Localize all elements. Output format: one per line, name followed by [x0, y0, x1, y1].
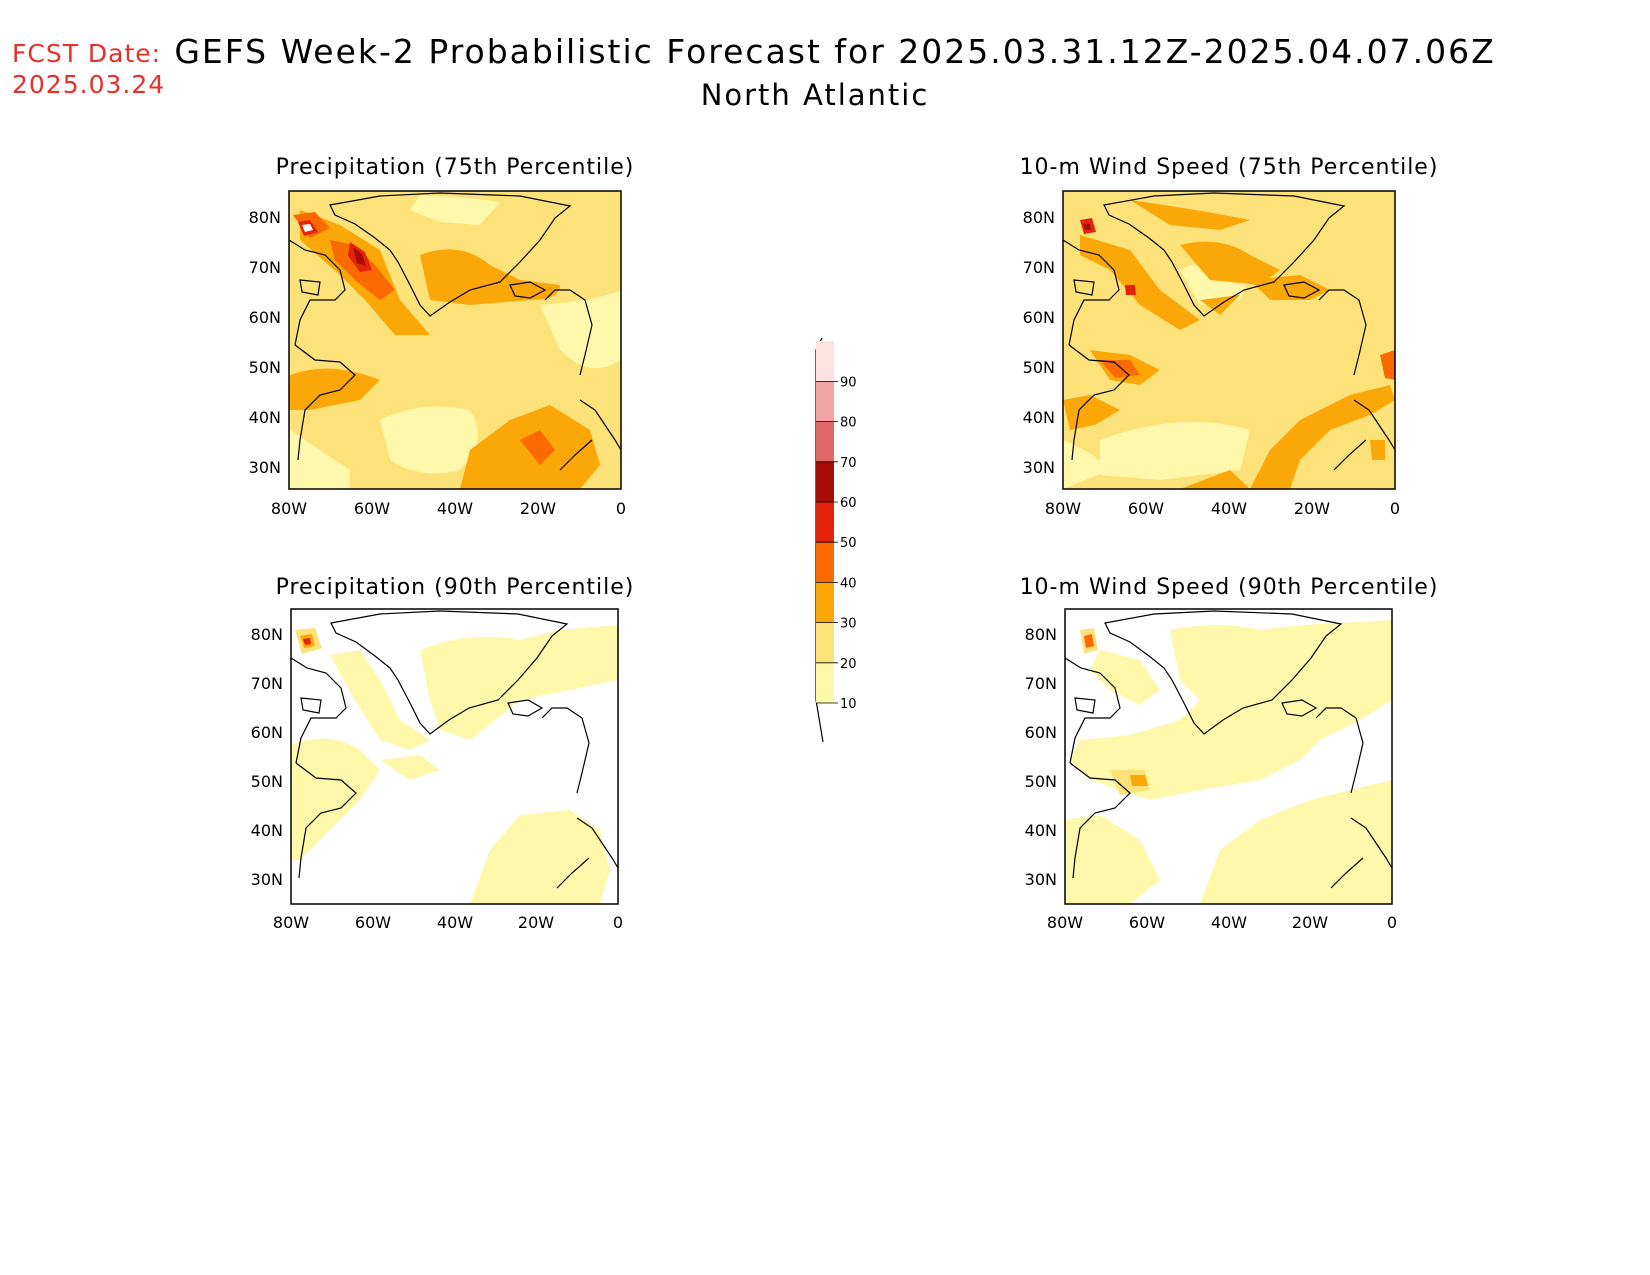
lat-tick-label: 40N — [251, 821, 283, 840]
lat-tick-label: 40N — [1023, 408, 1055, 427]
panel-title: Precipitation (75th Percentile) — [276, 155, 635, 180]
colorbar-level-label: 20 — [840, 657, 857, 672]
colorbar: 10 20 30 40 50 60 70 80 90 — [815, 337, 857, 743]
colorbar-labels: 10 20 30 40 50 60 70 80 90 — [816, 375, 857, 712]
colorbar-swatch — [816, 341, 834, 382]
lon-tick-label: 60W — [355, 913, 391, 932]
colorbar-level-label: 90 — [840, 375, 857, 390]
lat-tick-label: 30N — [1025, 870, 1057, 889]
lat-tick-label: 50N — [1023, 358, 1055, 377]
lat-tick-label: 80N — [249, 208, 281, 227]
colorbar-swatches — [816, 341, 834, 703]
forecast-date-label: FCST Date: — [12, 39, 162, 68]
colorbar-swatch — [816, 582, 834, 623]
coastlines — [1065, 610, 1392, 889]
panel-precip-75: Precipitation (75th Percentile) — [249, 155, 635, 518]
lat-tick-label: 60N — [251, 723, 283, 742]
coastlines — [289, 192, 621, 471]
panel-wind-90: 10-m Wind Speed (90th Percentile) 80N — [1020, 575, 1439, 932]
colorbar-swatch — [816, 381, 834, 422]
lon-tick-label: 20W — [518, 913, 554, 932]
colorbar-swatch — [816, 461, 834, 502]
lat-tick-label: 60N — [249, 308, 281, 327]
lon-tick-label: 60W — [1129, 913, 1165, 932]
lon-tick-label: 60W — [354, 499, 390, 518]
lon-ticks: 80W 60W 40W 20W 0 — [1045, 499, 1400, 518]
lat-tick-label: 80N — [1025, 625, 1057, 644]
colorbar-level-label: 60 — [840, 496, 857, 511]
map-frame — [288, 190, 622, 490]
lon-tick-label: 20W — [1292, 913, 1328, 932]
map-frame — [1062, 190, 1396, 490]
map-frame — [1064, 608, 1393, 905]
lat-tick-label: 40N — [1025, 821, 1057, 840]
colorbar-swatch — [816, 502, 834, 543]
colorbar-level-label: 10 — [840, 697, 857, 712]
colorbar-swatch — [816, 542, 834, 583]
lat-tick-label: 50N — [1025, 772, 1057, 791]
lat-tick-label: 30N — [249, 458, 281, 477]
lon-tick-label: 60W — [1128, 499, 1164, 518]
lon-tick-label: 40W — [437, 499, 473, 518]
lon-tick-label: 20W — [520, 499, 556, 518]
lat-ticks: 80N 70N 60N 50N 40N 30N — [251, 625, 283, 889]
contour-fill — [1065, 609, 1392, 904]
panel-title: 10-m Wind Speed (90th Percentile) — [1020, 575, 1439, 600]
lon-tick-label: 0 — [616, 499, 626, 518]
lat-tick-label: 70N — [1023, 258, 1055, 277]
panel-precip-90: Precipitation (90th Percentile) 80N 70N — [251, 575, 635, 932]
lat-ticks: 80N 70N 60N 50N 40N 30N — [249, 208, 281, 477]
lat-tick-label: 80N — [251, 625, 283, 644]
lon-tick-label: 80W — [271, 499, 307, 518]
lat-tick-label: 30N — [1023, 458, 1055, 477]
panel-title: 10-m Wind Speed (75th Percentile) — [1020, 155, 1439, 180]
lon-ticks: 80W 60W 40W 20W 0 — [1047, 913, 1397, 932]
forecast-date-block: FCST Date: 2025.03.24 — [12, 38, 165, 100]
main-title: GEFS Week-2 Probabilistic Forecast for 2… — [174, 32, 1496, 71]
contour-fill — [289, 191, 621, 489]
lat-tick-label: 30N — [251, 870, 283, 889]
lon-ticks: 80W 60W 40W 20W 0 — [271, 499, 626, 518]
lat-tick-label: 40N — [249, 408, 281, 427]
panel-title: Precipitation (90th Percentile) — [276, 575, 635, 600]
colorbar-swatch — [816, 622, 834, 663]
colorbar-level-label: 70 — [840, 456, 857, 471]
lon-tick-label: 80W — [273, 913, 309, 932]
forecast-date-value: 2025.03.24 — [12, 70, 166, 99]
panel-wind-75: 10-m Wind Speed (75th Percentile) — [1020, 155, 1439, 518]
colorbar-swatch — [816, 421, 834, 462]
lon-tick-label: 40W — [437, 913, 473, 932]
lat-tick-label: 70N — [251, 674, 283, 693]
lat-tick-label: 70N — [249, 258, 281, 277]
colorbar-swatch — [816, 662, 834, 703]
contour-fill — [1063, 191, 1395, 489]
lon-tick-label: 80W — [1045, 499, 1081, 518]
colorbar-level-label: 50 — [840, 536, 857, 551]
lon-tick-label: 80W — [1047, 913, 1083, 932]
coastlines — [291, 610, 618, 889]
lat-ticks: 80N 70N 60N 50N 40N 30N — [1025, 625, 1057, 889]
contour-fill — [291, 609, 618, 904]
colorbar-level-label: 40 — [840, 576, 857, 591]
lat-tick-label: 80N — [1023, 208, 1055, 227]
lat-tick-label: 70N — [1025, 674, 1057, 693]
lon-tick-label: 0 — [613, 913, 623, 932]
lon-tick-label: 40W — [1211, 499, 1247, 518]
colorbar-level-label: 80 — [840, 416, 857, 431]
lat-ticks: 80N 70N 60N 50N 40N 30N — [1023, 208, 1055, 477]
colorbar-level-label: 30 — [840, 617, 857, 632]
lat-tick-label: 60N — [1023, 308, 1055, 327]
lat-tick-label: 50N — [251, 772, 283, 791]
lon-tick-label: 0 — [1387, 913, 1397, 932]
lon-tick-label: 20W — [1294, 499, 1330, 518]
region-subtitle: North Atlantic — [700, 78, 930, 112]
map-frame — [290, 608, 619, 905]
lat-tick-label: 60N — [1025, 723, 1057, 742]
coastlines — [1063, 192, 1395, 471]
lon-tick-label: 0 — [1390, 499, 1400, 518]
lon-ticks: 80W 60W 40W 20W 0 — [273, 913, 623, 932]
lat-tick-label: 50N — [249, 358, 281, 377]
lon-tick-label: 40W — [1211, 913, 1247, 932]
